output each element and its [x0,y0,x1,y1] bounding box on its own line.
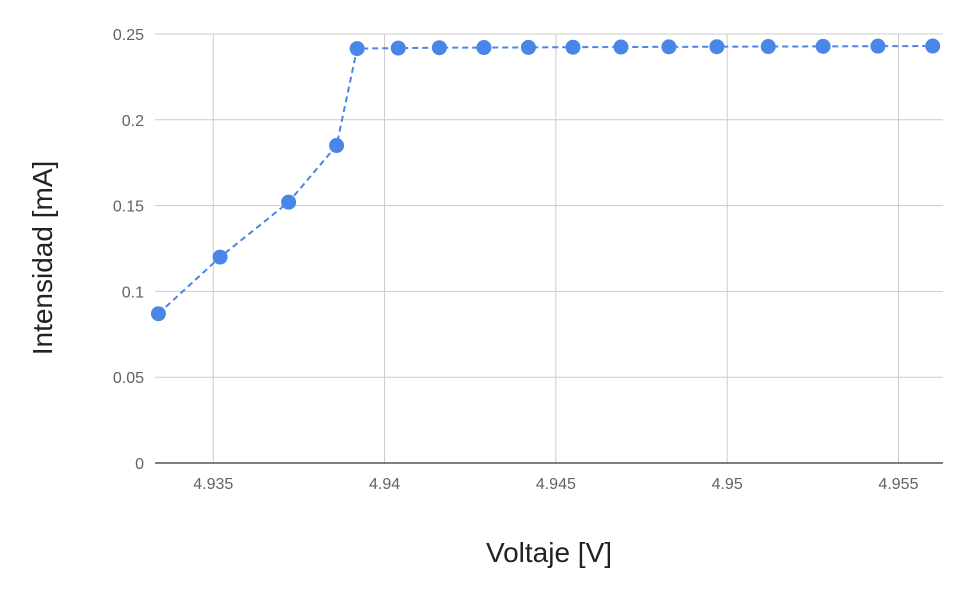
y-tick-label: 0.25 [113,27,144,44]
data-point [329,138,345,154]
y-tick-label: 0.05 [113,370,144,387]
data-point [281,194,297,210]
series-line-group [157,45,933,315]
y-tick-label: 0 [135,456,144,473]
data-point [565,39,581,55]
x-axis-title: Voltaje [V] [486,537,612,568]
data-point [870,38,886,54]
data-point [613,39,629,55]
data-point [349,41,365,57]
tick-labels: 0 0.05 0.1 0.15 0.2 0.25 4.935 4.94 4.945 4.95 4.9… [113,27,919,493]
data-point [760,39,776,55]
x-tick-label: 4.94 [369,476,400,493]
x-tick-label: 4.955 [878,476,918,493]
data-point [476,40,492,56]
data-point [212,249,228,265]
data-points [150,38,941,322]
data-point [815,38,831,54]
grid [155,33,943,463]
y-tick-label: 0.1 [122,284,144,301]
x-tick-label: 4.945 [536,476,576,493]
y-tick-label: 0.2 [122,113,144,130]
data-point [431,40,447,56]
x-tick-label: 4.95 [712,476,743,493]
series-line [157,45,933,315]
data-point [390,40,406,56]
x-tick-label: 4.935 [193,476,233,493]
data-point [150,306,166,322]
data-point [925,38,941,54]
data-point [709,39,725,55]
data-point [520,39,536,55]
y-axis-title: Intensidad [mA] [27,161,58,356]
y-tick-label: 0.15 [113,199,144,216]
data-point [661,39,677,55]
